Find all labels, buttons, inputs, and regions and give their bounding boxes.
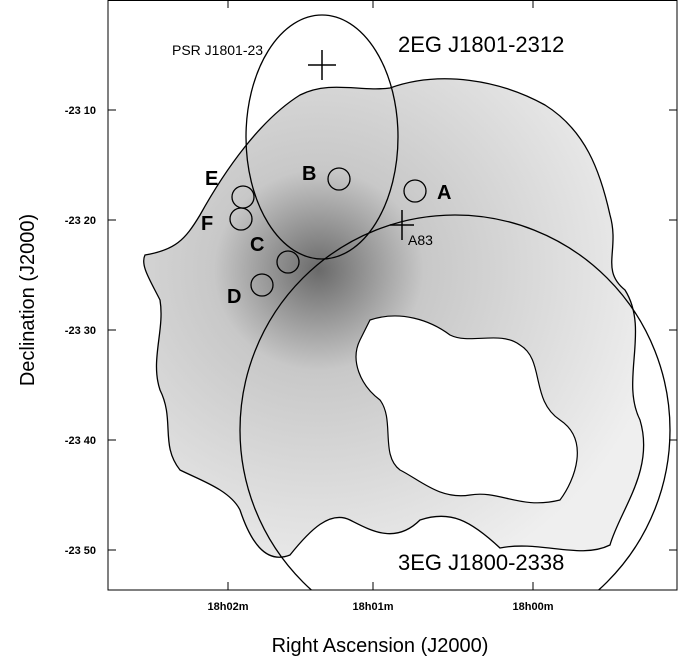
y-tick-label: -23 10 (65, 105, 96, 117)
x-tick-label: 18h02m (208, 601, 249, 613)
figure: 18h02m 18h01m 18h00m -23 10 -23 20 -23 30 -23 … (0, 0, 678, 662)
x-tick-label: 18h01m (353, 601, 394, 613)
source-label: D (227, 286, 241, 308)
source-label: A (437, 182, 451, 204)
y-tick-label: -23 50 (65, 545, 96, 557)
y-tick-label: -23 30 (65, 325, 96, 337)
source-label: F (201, 213, 213, 235)
annotation: 2EG J1801-2312 (398, 32, 564, 57)
x-axis-label: Right Ascension (J2000) (272, 635, 489, 657)
source-label: C (250, 234, 264, 256)
source-label: E (205, 168, 218, 190)
y-tick-label: -23 40 (65, 435, 96, 447)
source-label: B (302, 163, 316, 185)
y-tick-label: -23 20 (65, 215, 96, 227)
y-axis-label: Declination (J2000) (17, 214, 39, 386)
annotation: 3EG J1800-2338 (398, 550, 564, 575)
x-tick-label: 18h00m (513, 601, 554, 613)
annotation: PSR J1801-23 (172, 42, 263, 58)
annotation: A83 (408, 232, 433, 248)
